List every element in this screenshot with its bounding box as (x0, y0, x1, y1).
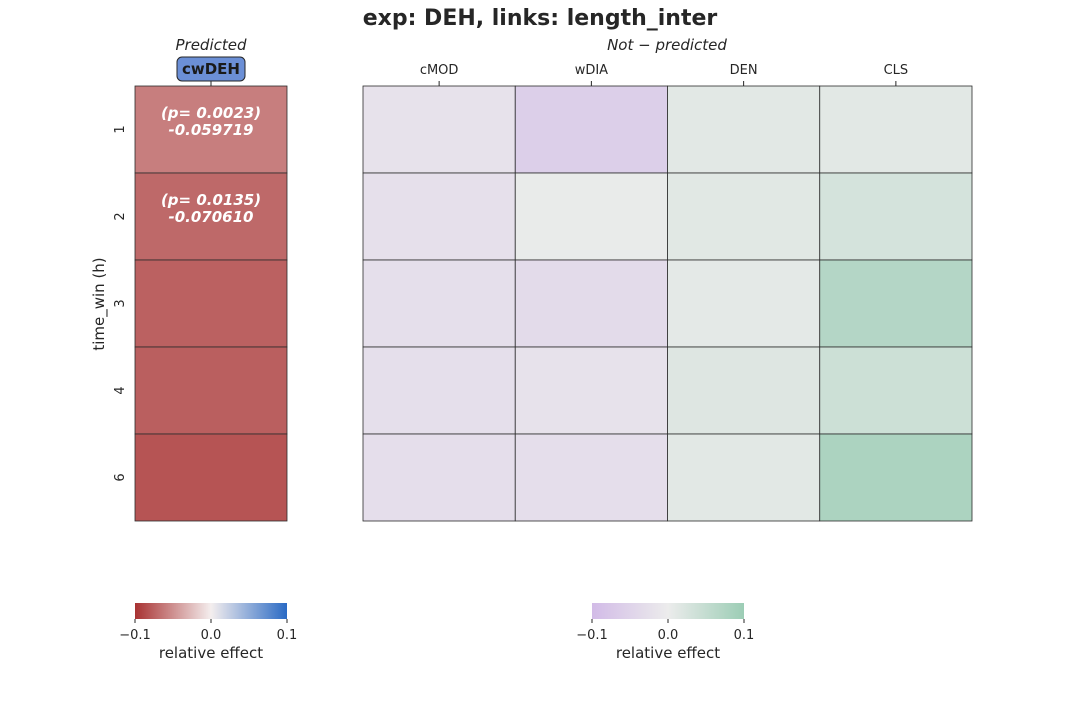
heatmap-cell (819, 85, 973, 174)
not-predicted-heatmap: cMOD wDIA DEN CLS (362, 63, 973, 522)
heatmap-cell (134, 346, 288, 435)
cell-annotation: -0.059719 (169, 121, 254, 139)
y-tick-label: 1 (113, 125, 128, 133)
heatmap-cell (514, 172, 668, 261)
y-tick-label: 2 (113, 212, 128, 220)
y-tick-label: 6 (113, 473, 128, 481)
predicted-heatmap: cwDEH (p= 0.0023)-0.059719 (p= 0.0135)-0.0… (134, 56, 288, 522)
x-tick-label: CLS (884, 63, 909, 78)
heatmap-cell (134, 259, 288, 348)
heatmap-cell (362, 346, 516, 435)
panel-header-not-predicted: Not − predicted (607, 36, 727, 54)
y-tick-label: 4 (113, 386, 128, 394)
colorbar-predicted-bar (135, 603, 287, 619)
colorbar-not-predicted-bar (592, 603, 744, 619)
predicted-column-badge (176, 56, 246, 82)
panel-header-predicted: Predicted (175, 36, 246, 54)
x-tick-label: wDIA (575, 63, 608, 78)
heatmap-cell (514, 259, 668, 348)
heatmap-cell (134, 172, 288, 261)
heatmap-cell (514, 85, 668, 174)
chart-title: exp: DEH, links: length_inter (363, 6, 718, 31)
heatmap-cell (514, 433, 668, 522)
colorbar-not-predicted-tick-label: −0.1 (576, 628, 608, 643)
heatmap-cell (667, 172, 821, 261)
colorbar-not-predicted-label: relative effect (616, 644, 720, 662)
heatmap-cell (819, 346, 973, 435)
x-tick-label: DEN (730, 63, 758, 78)
heatmap-cell (134, 85, 288, 174)
cell-annotation: (p= 0.0023) (161, 104, 261, 122)
x-tick-label: cMOD (420, 63, 459, 78)
y-axis-label: time_win (h) (90, 257, 109, 350)
colorbar-not-predicted-tick-label: 0.0 (658, 628, 679, 643)
cell-annotation: (p= 0.0135) (161, 191, 261, 209)
colorbar-predicted-tick-label: 0.1 (277, 628, 298, 643)
heatmap-cell (362, 85, 516, 174)
heatmap-cell (819, 433, 973, 522)
colorbar-predicted: −0.1 0.0 0.1 relative effect (119, 603, 297, 662)
y-tick-labels: 1 2 3 4 6 (113, 125, 128, 481)
x-tick-label: cwDEH (182, 60, 240, 78)
heatmap-cell (819, 172, 973, 261)
colorbar-predicted-tick-label: −0.1 (119, 628, 151, 643)
heatmap-cell (362, 433, 516, 522)
heatmap-cell (134, 433, 288, 522)
cell-annotation: -0.070610 (169, 208, 254, 226)
y-tick-label: 3 (113, 299, 128, 307)
heatmap-cell (667, 433, 821, 522)
heatmap-cell (667, 85, 821, 174)
colorbar-predicted-label: relative effect (159, 644, 263, 662)
colorbar-not-predicted: −0.1 0.0 0.1 relative effect (576, 603, 754, 662)
colorbar-not-predicted-tick-label: 0.1 (734, 628, 755, 643)
colorbar-predicted-tick-label: 0.0 (201, 628, 222, 643)
heatmap-cell (819, 259, 973, 348)
heatmap-cell (667, 346, 821, 435)
heatmap-cell (362, 259, 516, 348)
heatmap-cell (667, 259, 821, 348)
heatmap-cell (362, 172, 516, 261)
heatmap-cell (514, 346, 668, 435)
